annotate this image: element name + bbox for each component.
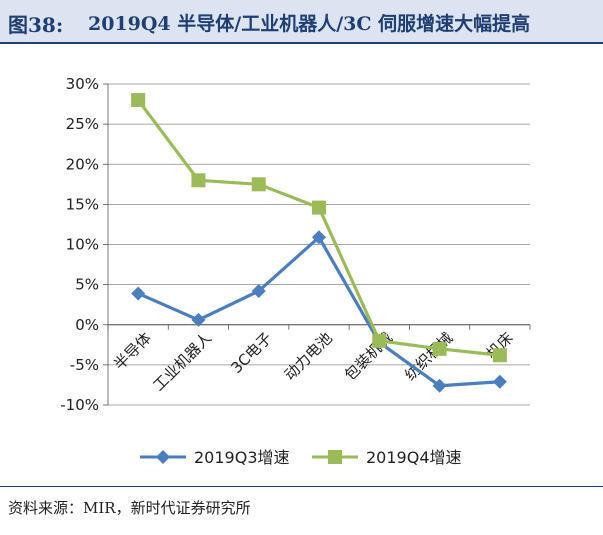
y-tick-label: 15% (66, 195, 99, 213)
y-tick-label: 30% (66, 75, 99, 93)
data-point (312, 230, 326, 245)
data-point (432, 341, 447, 356)
y-tick-label: 10% (66, 236, 99, 254)
data-point (432, 378, 447, 393)
chart-legend: 2019Q3增速 2019Q4增速 (140, 448, 462, 467)
source-note: 资料来源：MIR，新时代证券研究所 (8, 499, 251, 517)
footer-divider (0, 486, 603, 487)
y-tick-label: 25% (66, 115, 99, 133)
y-tick-label: 5% (75, 276, 99, 294)
legend-label: 2019Q3增速 (194, 448, 290, 467)
x-tick-label: 纺织机械 (401, 329, 456, 384)
legend-marker (156, 450, 170, 464)
x-tick-label: 半导体 (110, 329, 155, 374)
data-point (492, 374, 507, 389)
data-point (131, 286, 146, 301)
y-tick-label: -10% (60, 396, 99, 414)
x-axis (107, 324, 531, 330)
legend-label: 2019Q4增速 (366, 448, 462, 467)
x-tick-label: 3C电子 (227, 329, 275, 377)
legend-marker (328, 450, 342, 464)
line-chart: -10% -5% 0% 5% 10% 15% 20% 25% 30% 半导体工业机器人 3C电子动… (60, 75, 531, 467)
x-tick-label: 包装机械 (341, 329, 396, 384)
data-point (492, 348, 507, 363)
data-point (312, 200, 326, 215)
figure-label: 图38: (8, 13, 64, 37)
data-point (372, 333, 387, 348)
figure-header: 图38: 2019Q4 半导体/工业机器人/3C 伺服增速大幅提高 (0, 0, 603, 44)
data-point (191, 173, 206, 188)
x-tick-label: 工业机器人 (149, 329, 215, 395)
x-tick-label: 动力电池 (281, 329, 336, 384)
y-axis-ticks: -10% -5% 0% 5% 10% 15% 20% 25% 30% (60, 75, 108, 414)
y-tick-label: -5% (70, 356, 99, 374)
data-point (191, 312, 206, 327)
y-tick-label: 0% (75, 316, 99, 334)
data-point (251, 177, 266, 192)
data-point (251, 284, 266, 299)
data-point (131, 93, 146, 108)
series-layer (131, 93, 507, 393)
y-tick-label: 20% (66, 155, 99, 173)
figure-title: 2019Q4 半导体/工业机器人/3C 伺服增速大幅提高 (88, 13, 531, 35)
